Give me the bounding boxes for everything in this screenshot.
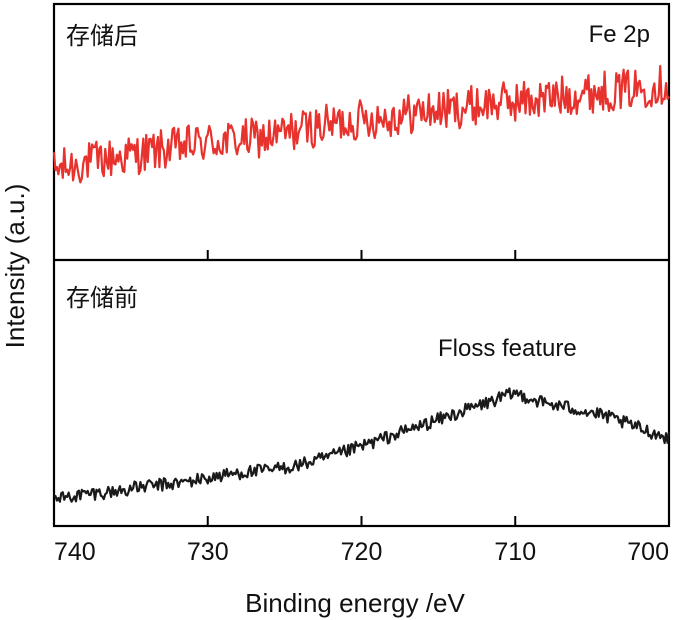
- y-axis-title: Intensity (a.u.): [0, 184, 30, 349]
- bottom-panel-series: [53, 387, 671, 503]
- x-tick-label-740: 740: [54, 538, 96, 566]
- bottom-panel-label: 存储前: [66, 284, 138, 312]
- x-tick-label-710: 710: [494, 538, 536, 566]
- x-axis-title: Binding energy /eV: [245, 588, 465, 618]
- series-line-bottom: [53, 387, 671, 503]
- x-tick-label-720: 720: [341, 538, 383, 566]
- x-tick-label-730: 730: [187, 538, 229, 566]
- top-panel-series: [52, 65, 670, 184]
- bottom-panel-annotation: Floss feature: [438, 335, 577, 362]
- top-panel-label: 存储后: [66, 22, 138, 50]
- top-panel-annotation: Fe 2p: [589, 21, 650, 48]
- series-line-top: [52, 65, 670, 184]
- x-tick-label-700: 700: [627, 538, 669, 566]
- x-ticks: [53, 250, 670, 526]
- x-tick-labels: 740 730 720 710 700: [54, 538, 669, 566]
